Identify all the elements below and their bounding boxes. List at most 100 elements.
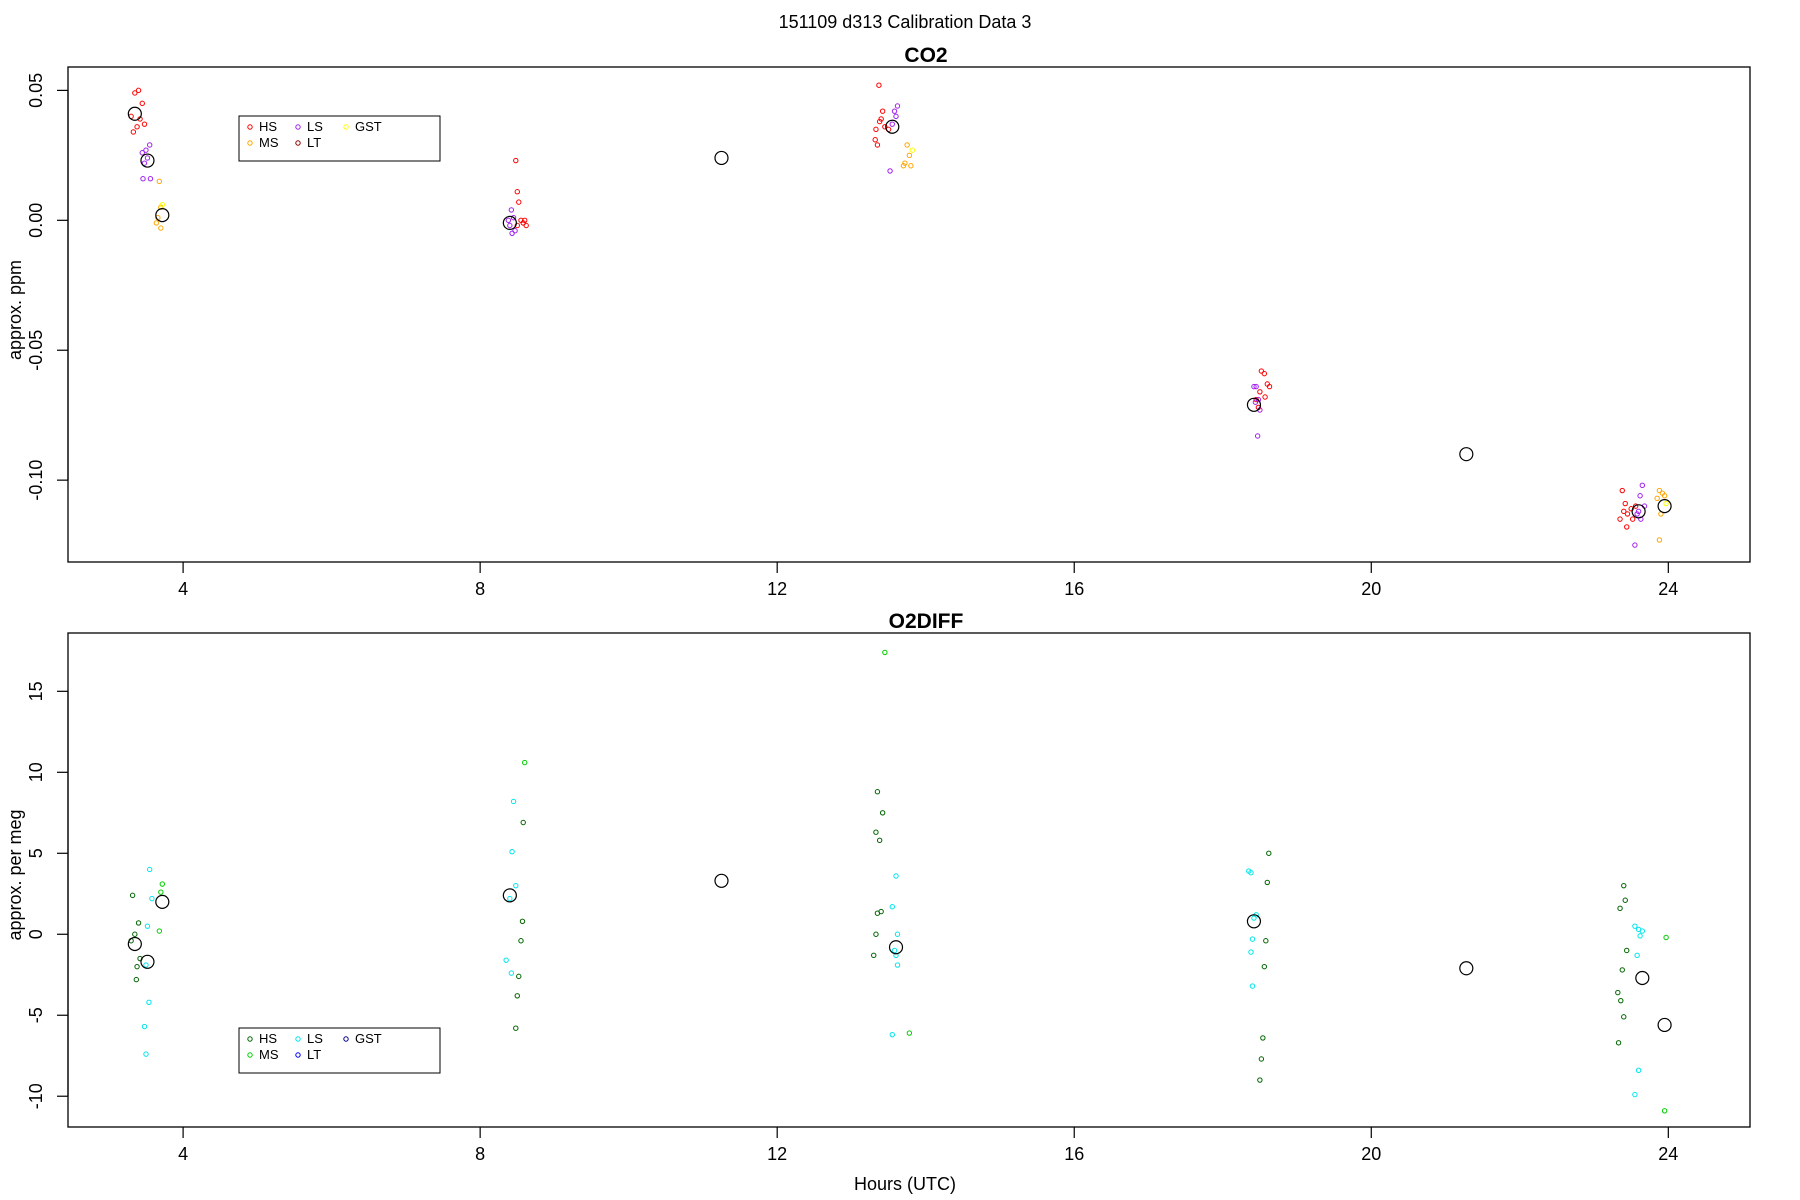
data-point-hs xyxy=(874,142,881,148)
figure-suptitle: 151109 d313 Calibration Data 3 xyxy=(779,12,1032,32)
data-point-ls xyxy=(510,798,517,805)
data-point-ms xyxy=(1663,934,1669,941)
data-point-hs xyxy=(873,931,879,937)
legend-label-gst: GST xyxy=(355,119,382,134)
data-point-ls xyxy=(893,113,899,120)
data-point-hs xyxy=(135,920,142,926)
data-point-hs xyxy=(876,837,883,844)
data-point-hs xyxy=(1266,383,1273,390)
data-point-hs xyxy=(1615,989,1621,996)
data-point-hs xyxy=(519,918,526,925)
data-point-ls xyxy=(507,895,513,902)
data-point-ms xyxy=(159,881,166,887)
data-point-hs xyxy=(1624,511,1631,517)
legend-label-ms: MS xyxy=(259,1047,279,1062)
data-point-hs xyxy=(1258,1056,1265,1062)
legend-marker-ls xyxy=(295,1036,301,1042)
mean-marker xyxy=(127,936,142,952)
data-point-hs xyxy=(132,90,138,96)
x-axis-label: Hours (UTC) xyxy=(854,1174,956,1194)
y-tick-label: 0.05 xyxy=(26,73,46,108)
data-point-ls xyxy=(503,957,509,963)
data-point-hs xyxy=(514,222,520,229)
data-point-hs xyxy=(879,810,886,816)
data-point-ls xyxy=(1634,511,1640,517)
data-point-hs xyxy=(1262,394,1268,400)
data-point-ls xyxy=(143,147,149,153)
y-tick-label: 10 xyxy=(26,762,46,782)
mean-marker xyxy=(140,954,155,969)
mean-marker xyxy=(502,888,517,903)
legend-label-gst: GST xyxy=(355,1031,382,1046)
data-point-ms xyxy=(1661,1108,1668,1114)
data-point-hs xyxy=(1263,938,1269,944)
data-point-hs xyxy=(1617,516,1623,522)
mean-marker xyxy=(1459,961,1474,976)
data-point-ls xyxy=(1635,1067,1642,1074)
data-point-hs xyxy=(513,157,519,164)
data-point-ms xyxy=(906,1030,913,1036)
data-point-ls xyxy=(507,222,513,229)
data-point-ls xyxy=(508,207,515,213)
data-point-hs xyxy=(1615,1040,1622,1046)
x-tick-label: 4 xyxy=(178,1144,188,1164)
data-point-hs xyxy=(1266,850,1272,856)
co2-y-axis-label: approx. ppm xyxy=(5,260,25,360)
data-point-ls xyxy=(1634,952,1640,959)
data-point-hs xyxy=(141,121,148,127)
x-tick-label: 4 xyxy=(178,579,188,599)
data-point-hs xyxy=(129,892,136,899)
legend-box xyxy=(238,1027,441,1074)
data-point-ls xyxy=(1248,870,1254,876)
x-tick-label: 12 xyxy=(767,1144,787,1164)
data-point-ls xyxy=(146,866,153,873)
y-tick-label: 15 xyxy=(26,681,46,701)
legend-marker-ms xyxy=(247,1052,253,1058)
data-point-ms xyxy=(882,649,888,656)
o2diff-mean-markers xyxy=(127,873,1672,1033)
y-tick-label: -0.10 xyxy=(26,460,46,501)
data-point-hs xyxy=(1618,997,1624,1004)
data-point-hs xyxy=(1621,882,1627,889)
legend-marker-hs xyxy=(247,1036,253,1042)
x-tick-label: 8 xyxy=(475,579,485,599)
data-point-hs xyxy=(518,938,524,944)
data-point-hs xyxy=(516,199,522,205)
legend-marker-hs xyxy=(247,124,253,130)
legend-label-lt: LT xyxy=(307,135,321,150)
data-point-ls xyxy=(893,952,899,959)
mean-marker xyxy=(1459,447,1474,462)
legend-label-lt: LT xyxy=(307,1047,321,1062)
data-point-ls xyxy=(141,160,148,166)
o2diff-panel-title: O2DIFF xyxy=(889,610,964,633)
data-point-ls xyxy=(889,904,895,910)
y-tick-label: -10 xyxy=(26,1083,46,1109)
data-point-hs xyxy=(1258,368,1265,374)
mean-marker xyxy=(888,940,904,955)
data-point-ls xyxy=(1637,933,1643,939)
mean-marker xyxy=(714,873,729,888)
y-tick-label: -5 xyxy=(26,1007,46,1023)
y-tick-label: 0 xyxy=(26,929,46,939)
data-point-ls xyxy=(1249,983,1256,989)
data-point-gst xyxy=(1663,500,1669,507)
data-point-ls xyxy=(1632,1091,1638,1098)
legend-label-ls: LS xyxy=(307,1031,323,1046)
data-point-ls xyxy=(1637,493,1643,499)
data-point-ls xyxy=(889,121,895,127)
data-point-ms xyxy=(904,142,910,148)
data-point-hs xyxy=(1621,508,1627,515)
data-point-ls xyxy=(891,947,898,954)
data-point-hs xyxy=(876,82,882,88)
data-point-ls xyxy=(1248,949,1254,955)
x-tick-label: 20 xyxy=(1361,579,1381,599)
data-point-hs xyxy=(514,189,520,195)
x-tick-label: 8 xyxy=(475,1144,485,1164)
x-tick-label: 16 xyxy=(1064,579,1084,599)
mean-marker xyxy=(1246,914,1262,929)
data-point-hs xyxy=(1622,500,1628,507)
data-point-ls xyxy=(1254,433,1261,439)
data-point-hs xyxy=(522,217,528,224)
data-point-hs xyxy=(1619,487,1625,494)
data-point-ls xyxy=(508,970,515,976)
